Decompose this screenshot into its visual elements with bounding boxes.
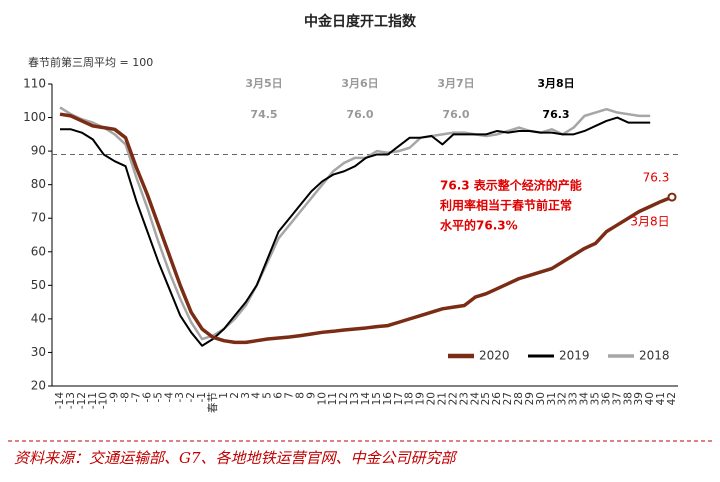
x-tick-label: -9 [109, 392, 121, 402]
x-tick-label: 11 [327, 392, 339, 405]
x-tick-label: 36 [600, 392, 612, 406]
legend-label: 2019 [559, 349, 590, 363]
x-tick-label: 20 [426, 392, 438, 405]
chart-title: 中金日度开工指数 [304, 13, 417, 30]
x-tick-label: 7 [284, 392, 296, 399]
y-tick-label: 100 [23, 110, 46, 124]
x-tick-label: 8 [294, 392, 306, 399]
x-tick-label: 25 [480, 392, 492, 405]
annotation: 74.5 [250, 108, 277, 121]
x-tick-label: 21 [437, 392, 449, 405]
x-tick-label: -13 [65, 392, 77, 409]
y-tick-label: 90 [31, 144, 46, 158]
x-tick-label: 5 [262, 392, 274, 399]
x-tick-label: 1 [218, 392, 230, 399]
y-tick-label: 110 [23, 77, 46, 91]
x-tick-label: 31 [546, 392, 558, 405]
x-tick-label: 22 [447, 392, 459, 405]
x-tick-label: 14 [360, 392, 372, 406]
x-tick-label: -6 [141, 392, 153, 403]
x-tick-label: -12 [76, 392, 88, 409]
y-tick-label: 50 [31, 278, 46, 292]
annotation: 76.3 [643, 171, 670, 185]
y-tick-label: 80 [31, 177, 46, 191]
x-tick-label: 15 [371, 392, 383, 405]
annotation: 3月8日 [537, 77, 574, 90]
line-series [60, 116, 651, 347]
x-tick-label: 12 [338, 392, 350, 405]
x-tick-label: 18 [404, 392, 416, 405]
x-tick-label: 23 [458, 392, 470, 405]
x-tick-label: 春节 [207, 392, 219, 413]
x-tick-label: 40 [644, 392, 656, 405]
annotation: 76.3 表示整个经济的产能 [440, 178, 582, 193]
x-tick-label: 29 [524, 392, 536, 405]
y-tick-label: 40 [31, 311, 46, 325]
x-tick-label: -2 [185, 392, 197, 402]
annotation: 76.3 [542, 108, 569, 121]
x-tick-label: 13 [349, 392, 361, 405]
annotation: 3月8日 [630, 215, 669, 229]
y-tick-label: 30 [31, 345, 46, 359]
x-tick-label: 16 [382, 392, 394, 406]
annotation: 水平的76.3% [440, 218, 518, 233]
legend-label: 2018 [639, 349, 670, 363]
x-tick-label: 6 [273, 392, 285, 399]
x-tick-label: 42 [666, 392, 678, 405]
x-tick-label: 38 [622, 392, 634, 405]
subtitle: 春节前第三周平均 = 100 [28, 55, 153, 69]
x-tick-label: -1 [196, 392, 208, 402]
x-tick-label: 26 [491, 392, 503, 406]
annotation: 3月7日 [437, 77, 474, 90]
annotation: 3月5日 [245, 77, 282, 90]
x-tick-label: 41 [655, 392, 667, 405]
x-tick-label: -3 [174, 392, 186, 402]
x-tick-label: 33 [568, 392, 580, 405]
x-tick-label: 19 [415, 392, 427, 405]
x-tick-label: 32 [557, 392, 569, 405]
legend-label: 2020 [479, 349, 510, 363]
source: 资料来源：交通运输部、G7、各地地铁运营官网、中金公司研究部 [14, 449, 459, 467]
annotation: 76.0 [346, 108, 373, 121]
line-series [59, 112, 673, 345]
y-tick-label: 70 [31, 211, 46, 225]
x-tick-label: -10 [98, 392, 110, 409]
x-tick-label: -11 [87, 392, 99, 409]
x-tick-label: 37 [611, 392, 623, 405]
y-tick-label: 20 [31, 379, 46, 393]
x-tick-label: 10 [316, 392, 328, 405]
x-tick-label: 2 [229, 392, 241, 399]
x-tick-label: 9 [305, 392, 317, 399]
x-tick-label: 3 [240, 392, 252, 399]
x-tick-label: 30 [535, 392, 547, 405]
annotation: 3月6日 [341, 77, 378, 90]
x-tick-label: 34 [579, 392, 591, 406]
x-tick-label: 28 [513, 392, 525, 405]
x-tick-label: 35 [590, 392, 602, 405]
end-marker [667, 192, 677, 202]
x-tick-label: -5 [152, 392, 164, 402]
y-tick-label: 60 [31, 244, 46, 258]
annotation: 利用率相当于春节前正常 [440, 198, 572, 213]
annotation: 76.0 [442, 108, 469, 121]
x-tick-label: -4 [163, 392, 175, 403]
x-tick-label: -7 [131, 392, 143, 402]
x-tick-label: -14 [54, 392, 66, 409]
x-tick-label: -8 [120, 392, 132, 402]
x-tick-label: 39 [633, 392, 645, 405]
x-tick-label: 24 [469, 392, 481, 406]
x-tick-label: 27 [502, 392, 514, 405]
line-series [59, 106, 651, 341]
x-tick-label: 17 [393, 392, 405, 405]
x-tick-label: 4 [251, 392, 263, 399]
